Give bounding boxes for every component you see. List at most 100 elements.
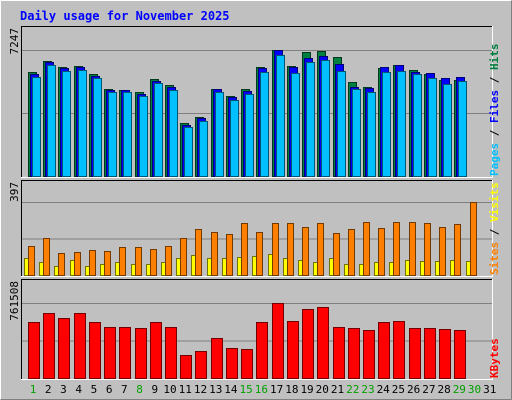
bar-sites-day-17 bbox=[272, 223, 279, 276]
panel-top-axis-label: Pages / Files / Hits bbox=[488, 44, 501, 177]
day-label-9: 9 bbox=[151, 383, 158, 396]
panel-middle-axis-label: Sites / Visits bbox=[488, 182, 501, 275]
bar-sites-day-23 bbox=[363, 222, 370, 276]
day-label-18: 18 bbox=[285, 383, 298, 396]
bar-sites-day-12 bbox=[195, 229, 202, 276]
day-label-15: 15 bbox=[240, 383, 253, 396]
bar-kbytes-day-21 bbox=[333, 327, 345, 379]
bar-pages-day-26 bbox=[413, 74, 422, 177]
day-label-13: 13 bbox=[209, 383, 222, 396]
bar-kbytes-day-4 bbox=[74, 313, 86, 379]
axis-label-sites: Sites bbox=[488, 242, 501, 275]
day-label-25: 25 bbox=[392, 383, 405, 396]
bar-sites-day-29 bbox=[454, 224, 461, 276]
bar-kbytes-day-23 bbox=[363, 330, 375, 379]
bar-pages-day-1 bbox=[32, 77, 41, 177]
bar-kbytes-day-6 bbox=[104, 327, 116, 379]
axis-label-separator: / bbox=[488, 123, 501, 143]
bar-sites-day-6 bbox=[104, 251, 111, 276]
bar-kbytes-day-22 bbox=[348, 328, 360, 379]
day-label-23: 23 bbox=[361, 383, 374, 396]
bar-pages-day-12 bbox=[199, 121, 208, 177]
bar-pages-day-7 bbox=[123, 92, 132, 177]
bar-kbytes-day-24 bbox=[378, 322, 390, 379]
bar-kbytes-day-8 bbox=[135, 328, 147, 379]
bar-sites-day-26 bbox=[409, 222, 416, 276]
bar-kbytes-day-28 bbox=[439, 329, 451, 379]
day-label-19: 19 bbox=[300, 383, 313, 396]
panel-top-max-label: 7247 bbox=[8, 28, 21, 55]
bar-pages-day-14 bbox=[230, 100, 239, 177]
bar-kbytes-day-13 bbox=[211, 338, 223, 379]
bar-sites-day-8 bbox=[135, 247, 142, 276]
day-label-28: 28 bbox=[437, 383, 450, 396]
bar-pages-day-20 bbox=[321, 60, 330, 177]
bar-sites-day-24 bbox=[378, 228, 385, 276]
bar-pages-day-8 bbox=[139, 96, 148, 177]
bar-pages-day-24 bbox=[382, 72, 391, 177]
bar-kbytes-day-17 bbox=[272, 303, 284, 379]
bar-pages-day-2 bbox=[47, 65, 56, 177]
bar-pages-day-23 bbox=[367, 92, 376, 177]
bar-pages-day-6 bbox=[108, 92, 117, 177]
bar-kbytes-day-11 bbox=[180, 355, 192, 379]
bar-kbytes-day-29 bbox=[454, 330, 466, 379]
day-label-4: 4 bbox=[75, 383, 82, 396]
day-label-26: 26 bbox=[407, 383, 420, 396]
bar-kbytes-day-16 bbox=[256, 322, 268, 379]
bar-pages-day-16 bbox=[260, 72, 269, 177]
bar-sites-day-5 bbox=[89, 250, 96, 276]
bar-sites-day-10 bbox=[165, 246, 172, 276]
bar-sites-day-22 bbox=[348, 229, 355, 276]
day-label-10: 10 bbox=[163, 383, 176, 396]
axis-label-separator: / bbox=[488, 222, 501, 242]
day-label-14: 14 bbox=[224, 383, 238, 396]
bar-pages-day-22 bbox=[352, 89, 361, 177]
bar-sites-day-2 bbox=[43, 238, 50, 276]
day-label-21: 21 bbox=[331, 383, 344, 396]
day-label-7: 7 bbox=[121, 383, 128, 396]
day-label-30: 30 bbox=[468, 383, 481, 396]
bar-pages-day-28 bbox=[443, 84, 452, 177]
day-label-2: 2 bbox=[45, 383, 52, 396]
bar-pages-day-21 bbox=[337, 71, 346, 177]
bar-kbytes-day-1 bbox=[28, 322, 40, 379]
bar-pages-day-13 bbox=[215, 92, 224, 177]
axis-label-pages: Pages bbox=[488, 143, 501, 176]
day-label-6: 6 bbox=[106, 383, 113, 396]
bar-sites-day-4 bbox=[74, 252, 81, 276]
day-label-8: 8 bbox=[136, 383, 143, 396]
bar-kbytes-day-12 bbox=[195, 351, 207, 379]
bar-kbytes-day-3 bbox=[58, 318, 70, 379]
bar-sites-day-16 bbox=[256, 232, 263, 276]
day-label-22: 22 bbox=[346, 383, 359, 396]
day-label-1: 1 bbox=[30, 383, 37, 396]
day-label-12: 12 bbox=[194, 383, 207, 396]
bar-sites-day-28 bbox=[439, 227, 446, 276]
bar-kbytes-day-5 bbox=[89, 322, 101, 379]
bar-sites-day-27 bbox=[424, 223, 431, 276]
axis-label-visits: Visits bbox=[488, 182, 501, 222]
bar-kbytes-day-2 bbox=[43, 313, 55, 379]
bar-pages-day-11 bbox=[184, 127, 193, 177]
bar-sites-day-20 bbox=[317, 223, 324, 276]
panel-bottom-max-label: 761508 bbox=[8, 281, 21, 321]
bar-sites-day-14 bbox=[226, 234, 233, 276]
bar-pages-day-10 bbox=[169, 90, 178, 177]
bar-sites-day-19 bbox=[302, 227, 309, 276]
panel-bottom-axis-label: KBytes bbox=[488, 338, 501, 378]
bar-kbytes-day-9 bbox=[150, 322, 162, 379]
day-label-3: 3 bbox=[60, 383, 67, 396]
bar-sites-day-1 bbox=[28, 246, 35, 276]
bar-pages-day-25 bbox=[397, 71, 406, 177]
bar-pages-day-4 bbox=[78, 70, 87, 177]
bar-kbytes-day-18 bbox=[287, 321, 299, 379]
bar-sites-day-11 bbox=[180, 238, 187, 276]
day-label-16: 16 bbox=[255, 383, 268, 396]
axis-label-kbytes: KBytes bbox=[488, 338, 501, 378]
day-label-11: 11 bbox=[179, 383, 192, 396]
bar-pages-day-5 bbox=[93, 78, 102, 177]
bar-sites-day-21 bbox=[333, 233, 340, 276]
bar-kbytes-day-7 bbox=[119, 327, 131, 379]
